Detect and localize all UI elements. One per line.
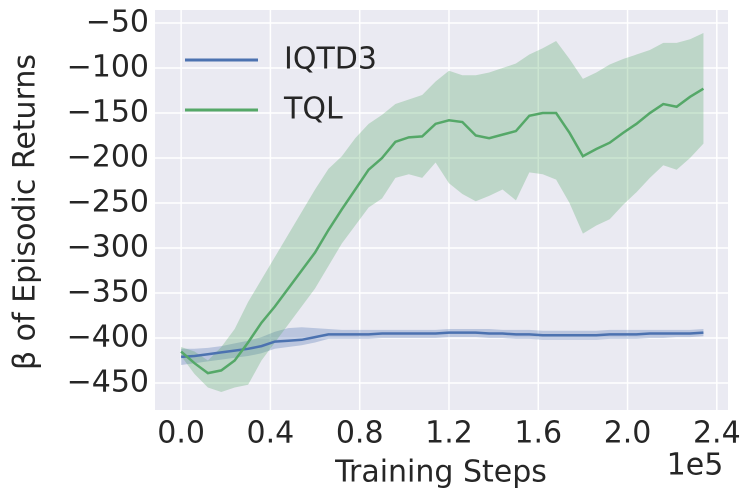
confidence-band xyxy=(181,32,704,393)
y-tick-label: −300 xyxy=(67,230,149,265)
series-line xyxy=(181,331,704,359)
x-tick-label: 2.4 xyxy=(693,416,741,451)
y-tick-label: −100 xyxy=(67,50,149,85)
plot-area xyxy=(155,10,728,410)
x-axis-label: Training Steps xyxy=(334,455,547,490)
y-tick-label: −250 xyxy=(67,185,149,220)
y-tick-label: −350 xyxy=(67,275,149,310)
y-tick-label: −450 xyxy=(67,365,149,400)
x-tick-label: 1.2 xyxy=(425,416,473,451)
series-line xyxy=(180,87,705,375)
y-axis-label: β of Episodic Returns xyxy=(8,54,43,370)
y-tick-label: −400 xyxy=(67,320,149,355)
x-tick-label: 1.6 xyxy=(514,416,562,451)
y-tick-label: −50 xyxy=(86,5,149,40)
legend-label: TQL xyxy=(283,92,343,127)
y-tick-label: −150 xyxy=(67,95,149,130)
legend-label: IQTD3 xyxy=(284,42,377,77)
x-tick-label: 0.4 xyxy=(247,416,295,451)
x-tick-label: 0.8 xyxy=(336,416,384,451)
x-tick-label: 0.0 xyxy=(157,416,205,451)
x-tick-label: 2.0 xyxy=(604,416,652,451)
x-offset-label: 1e5 xyxy=(667,448,724,483)
y-tick-label: −200 xyxy=(67,140,149,175)
